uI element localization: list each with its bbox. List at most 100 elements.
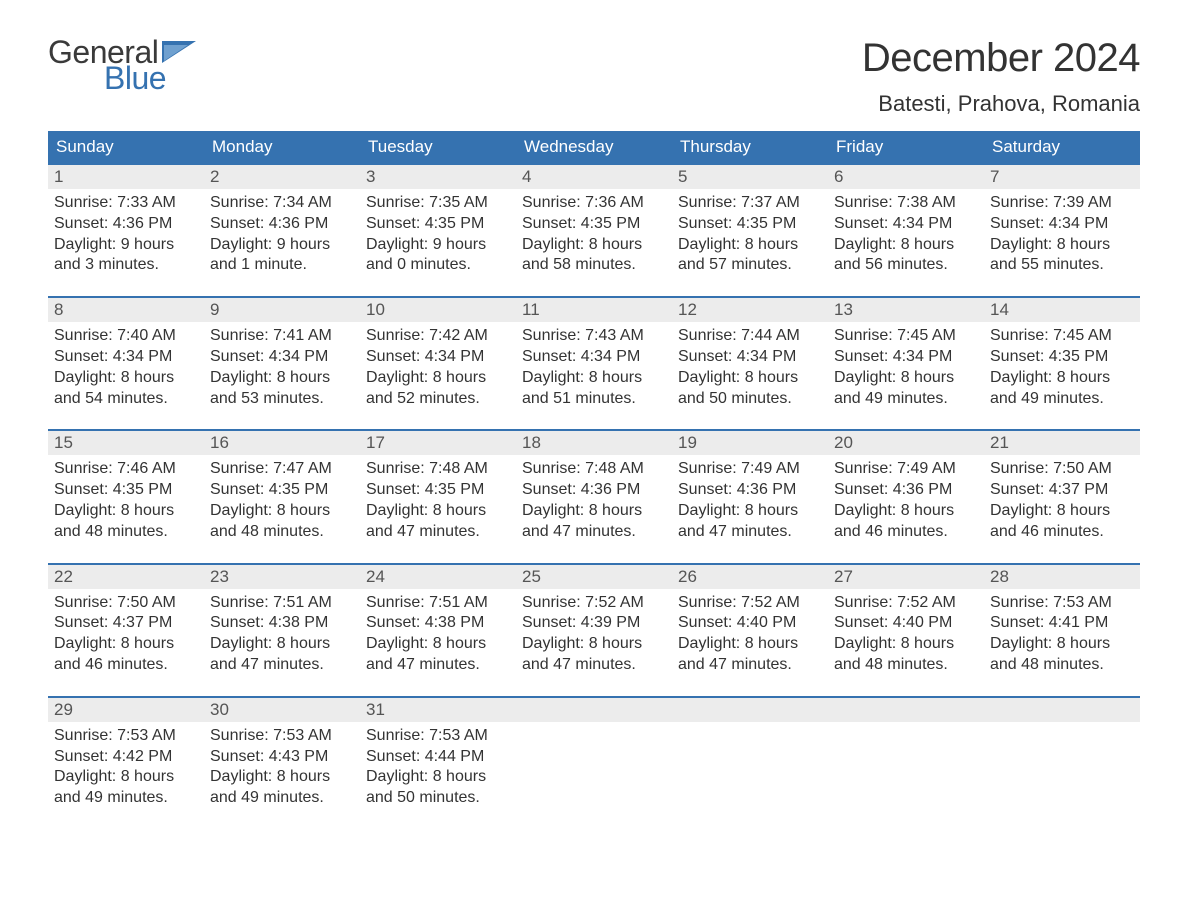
daylight-text: Daylight: 8 hours [522,501,666,522]
sunset-text: Sunset: 4:36 PM [210,214,354,235]
sunrise-text: Sunrise: 7:47 AM [210,459,354,480]
day-number: 1 [48,165,204,189]
sunset-text: Sunset: 4:37 PM [54,613,198,634]
sunset-text: Sunset: 4:36 PM [834,480,978,501]
sunrise-text: Sunrise: 7:33 AM [54,193,198,214]
daylight-text: and 3 minutes. [54,255,198,276]
day-number: 10 [360,298,516,322]
sunrise-text: Sunrise: 7:40 AM [54,326,198,347]
day-cell [672,722,828,811]
day-cell: Sunrise: 7:51 AMSunset: 4:38 PMDaylight:… [204,589,360,678]
day-number: 23 [204,565,360,589]
daylight-text: Daylight: 8 hours [834,235,978,256]
day-cell: Sunrise: 7:34 AMSunset: 4:36 PMDaylight:… [204,189,360,278]
day-cell: Sunrise: 7:47 AMSunset: 4:35 PMDaylight:… [204,455,360,544]
daylight-text: and 1 minute. [210,255,354,276]
day-number: 20 [828,431,984,455]
sunrise-text: Sunrise: 7:35 AM [366,193,510,214]
daylight-text: and 47 minutes. [678,522,822,543]
daylight-text: Daylight: 8 hours [210,501,354,522]
sunrise-text: Sunrise: 7:36 AM [522,193,666,214]
brand-logo: General Blue [48,36,196,94]
sunset-text: Sunset: 4:34 PM [834,214,978,235]
sunrise-text: Sunrise: 7:50 AM [990,459,1134,480]
daylight-text: and 47 minutes. [522,655,666,676]
sunset-text: Sunset: 4:34 PM [990,214,1134,235]
day-number: 22 [48,565,204,589]
daylight-text: Daylight: 8 hours [834,368,978,389]
daylight-text: and 50 minutes. [678,389,822,410]
daylight-text: Daylight: 8 hours [990,634,1134,655]
sunset-text: Sunset: 4:35 PM [210,480,354,501]
sunrise-text: Sunrise: 7:49 AM [678,459,822,480]
day-number: 25 [516,565,672,589]
sunset-text: Sunset: 4:35 PM [522,214,666,235]
daylight-text: Daylight: 8 hours [522,368,666,389]
sunset-text: Sunset: 4:37 PM [990,480,1134,501]
calendar-week: 1234567Sunrise: 7:33 AMSunset: 4:36 PMDa… [48,163,1140,278]
daynum-row: 293031 [48,698,1140,722]
daylight-text: Daylight: 8 hours [366,368,510,389]
day-cell: Sunrise: 7:45 AMSunset: 4:34 PMDaylight:… [828,322,984,411]
daylight-text: and 47 minutes. [366,522,510,543]
weekday-header: Sunday [48,131,204,163]
day-number: 7 [984,165,1140,189]
day-cell: Sunrise: 7:53 AMSunset: 4:42 PMDaylight:… [48,722,204,811]
day-number: 3 [360,165,516,189]
sunrise-text: Sunrise: 7:49 AM [834,459,978,480]
sunrise-text: Sunrise: 7:43 AM [522,326,666,347]
sunrise-text: Sunrise: 7:52 AM [678,593,822,614]
daylight-text: and 49 minutes. [834,389,978,410]
day-cell: Sunrise: 7:52 AMSunset: 4:40 PMDaylight:… [672,589,828,678]
day-cell: Sunrise: 7:43 AMSunset: 4:34 PMDaylight:… [516,322,672,411]
daylight-text: and 53 minutes. [210,389,354,410]
daynum-row: 22232425262728 [48,565,1140,589]
sunset-text: Sunset: 4:35 PM [54,480,198,501]
daylight-text: Daylight: 8 hours [366,634,510,655]
day-number: 19 [672,431,828,455]
weekday-header: Monday [204,131,360,163]
sunset-text: Sunset: 4:36 PM [522,480,666,501]
daylight-text: and 47 minutes. [210,655,354,676]
daylight-text: Daylight: 9 hours [366,235,510,256]
daynum-row: 15161718192021 [48,431,1140,455]
day-cell: Sunrise: 7:50 AMSunset: 4:37 PMDaylight:… [984,455,1140,544]
day-number: 30 [204,698,360,722]
daylight-text: and 58 minutes. [522,255,666,276]
day-number: 2 [204,165,360,189]
day-cell: Sunrise: 7:53 AMSunset: 4:43 PMDaylight:… [204,722,360,811]
day-cell: Sunrise: 7:39 AMSunset: 4:34 PMDaylight:… [984,189,1140,278]
sunrise-text: Sunrise: 7:48 AM [522,459,666,480]
calendar-week: 891011121314Sunrise: 7:40 AMSunset: 4:34… [48,296,1140,411]
daylight-text: and 46 minutes. [834,522,978,543]
day-cell: Sunrise: 7:42 AMSunset: 4:34 PMDaylight:… [360,322,516,411]
day-cell: Sunrise: 7:45 AMSunset: 4:35 PMDaylight:… [984,322,1140,411]
day-cell: Sunrise: 7:38 AMSunset: 4:34 PMDaylight:… [828,189,984,278]
daylight-text: Daylight: 8 hours [678,501,822,522]
sunset-text: Sunset: 4:35 PM [366,480,510,501]
daylight-text: and 49 minutes. [210,788,354,809]
flag-icon [162,41,196,63]
daylight-text: Daylight: 8 hours [678,368,822,389]
day-cell: Sunrise: 7:53 AMSunset: 4:41 PMDaylight:… [984,589,1140,678]
title-block: December 2024 Batesti, Prahova, Romania [862,36,1140,117]
sunset-text: Sunset: 4:35 PM [678,214,822,235]
daylight-text: Daylight: 8 hours [54,501,198,522]
sunset-text: Sunset: 4:34 PM [678,347,822,368]
day-number: 15 [48,431,204,455]
daylight-text: Daylight: 9 hours [210,235,354,256]
sunset-text: Sunset: 4:43 PM [210,747,354,768]
daylight-text: and 0 minutes. [366,255,510,276]
daylight-text: and 51 minutes. [522,389,666,410]
header: General Blue December 2024 Batesti, Prah… [48,36,1140,117]
day-number: 16 [204,431,360,455]
day-number: 18 [516,431,672,455]
day-cell: Sunrise: 7:49 AMSunset: 4:36 PMDaylight:… [672,455,828,544]
day-cell: Sunrise: 7:48 AMSunset: 4:36 PMDaylight:… [516,455,672,544]
calendar-week: 15161718192021Sunrise: 7:46 AMSunset: 4:… [48,429,1140,544]
sunrise-text: Sunrise: 7:51 AM [210,593,354,614]
calendar-week: 293031Sunrise: 7:53 AMSunset: 4:42 PMDay… [48,696,1140,811]
calendar: Sunday Monday Tuesday Wednesday Thursday… [48,131,1140,811]
daylight-text: Daylight: 8 hours [54,767,198,788]
day-cell [828,722,984,811]
